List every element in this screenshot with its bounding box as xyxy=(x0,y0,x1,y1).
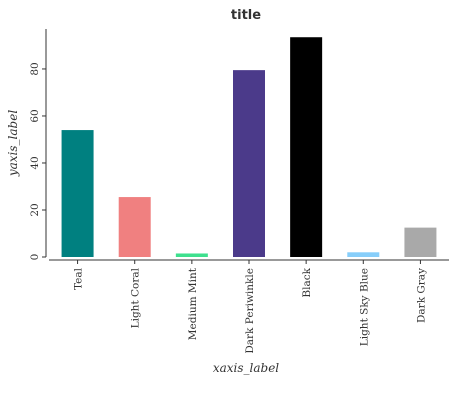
bar-medium-mint xyxy=(175,253,208,257)
x-tick-label: Light Coral xyxy=(130,267,142,328)
bar-light-coral xyxy=(118,197,151,257)
x-ticks-group: Teal Light Coral Medium Mint Dark Periwinkl… xyxy=(73,260,427,354)
y-ticks-group: 0 20 40 60 80 xyxy=(29,62,46,260)
x-tick-label: Dark Periwinkle xyxy=(244,268,256,354)
x-tick-label: Light Sky Blue xyxy=(358,268,370,346)
y-tick-label: 40 xyxy=(29,156,41,169)
x-tick-label: Dark Gray xyxy=(415,268,427,323)
y-axis-label: yaxis_label xyxy=(6,110,20,177)
bar-teal xyxy=(61,130,94,257)
bar-light-sky-blue xyxy=(347,252,380,257)
bar-dark-periwinkle xyxy=(233,70,265,257)
y-tick-label: 60 xyxy=(29,109,41,122)
chart-title: title xyxy=(231,8,261,23)
x-tick-label: Medium Mint xyxy=(187,267,199,340)
y-tick-label: 0 xyxy=(29,254,41,261)
bars-group xyxy=(61,37,437,257)
bar-dark-gray xyxy=(404,227,437,257)
bar-black xyxy=(290,37,323,257)
x-tick-label: Teal xyxy=(73,267,85,290)
x-axis-label: xaxis_label xyxy=(213,361,279,375)
x-tick-label: Black xyxy=(301,267,313,297)
y-tick-label: 20 xyxy=(29,203,41,216)
y-tick-label: 80 xyxy=(29,62,41,75)
